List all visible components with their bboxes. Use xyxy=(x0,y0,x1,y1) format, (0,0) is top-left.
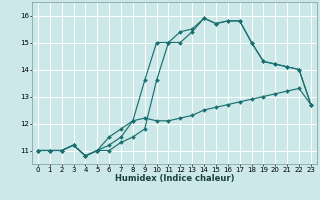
X-axis label: Humidex (Indice chaleur): Humidex (Indice chaleur) xyxy=(115,174,234,183)
